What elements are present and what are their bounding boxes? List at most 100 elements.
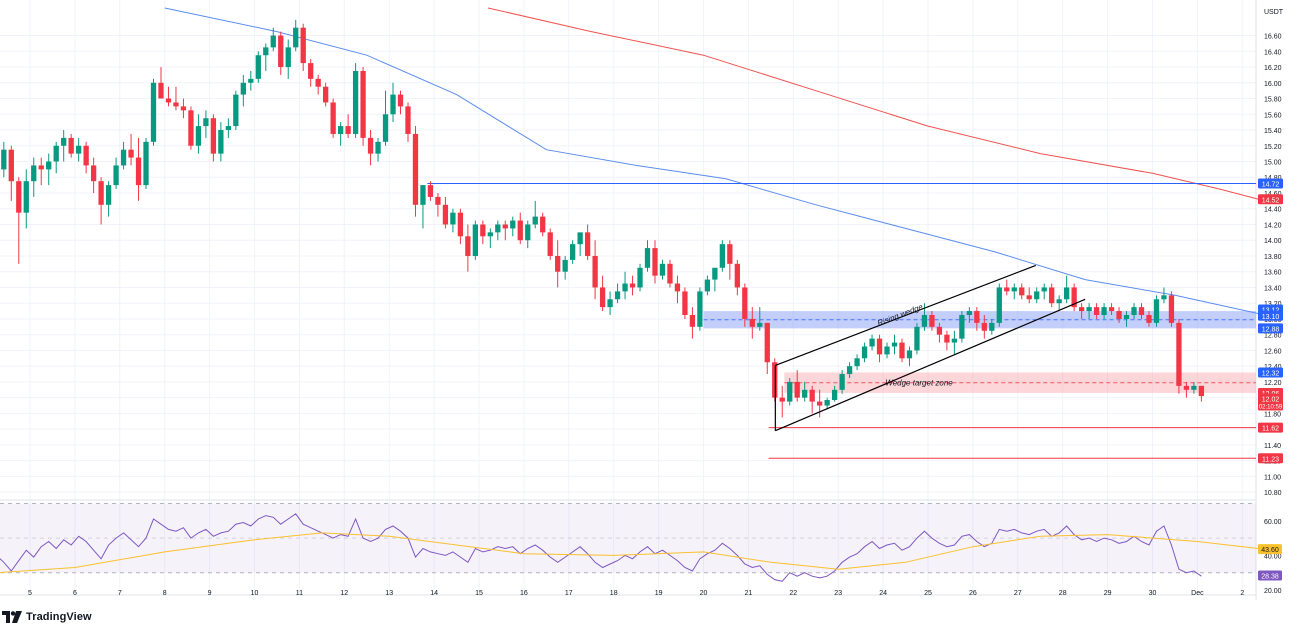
- price-axis-tick: 12.60: [1264, 348, 1282, 355]
- candle: [607, 291, 613, 316]
- candle: [959, 311, 965, 343]
- candle-body: [435, 196, 441, 205]
- candle-body: [68, 137, 74, 154]
- candle-body: [1041, 287, 1047, 292]
- rsi-value-tag: 43.60: [1258, 544, 1282, 555]
- candle: [218, 122, 224, 162]
- candle-body: [1108, 307, 1115, 312]
- candle: [1064, 275, 1070, 304]
- candle: [61, 130, 67, 162]
- candle: [352, 63, 359, 138]
- price-axis-tick: 11.00: [1264, 474, 1281, 481]
- candle-body: [105, 185, 112, 205]
- candle-body: [61, 137, 67, 146]
- candle: [1093, 303, 1100, 319]
- candle: [1108, 303, 1115, 316]
- time-axis-tick: 26: [969, 590, 977, 597]
- candle-body: [150, 82, 157, 142]
- candle-body: [225, 126, 231, 131]
- candle: [1116, 307, 1122, 323]
- candle: [981, 315, 987, 339]
- candle: [53, 141, 59, 174]
- price-tag-bg: [1258, 310, 1283, 321]
- price-tag-14.72: 14.72: [1258, 178, 1283, 189]
- rsi-value-tag-bg: [1258, 570, 1282, 581]
- candle-body: [218, 130, 224, 154]
- candle-body: [352, 70, 359, 134]
- candle: [31, 157, 37, 197]
- candle: [592, 240, 598, 300]
- candle: [442, 196, 449, 229]
- candle-body: [802, 389, 808, 398]
- candle-body: [46, 161, 52, 170]
- price-tag-bg: [1258, 323, 1283, 334]
- candle: [540, 212, 546, 237]
- candle-body: [727, 244, 733, 264]
- candle: [1146, 311, 1152, 327]
- candle-body: [472, 224, 478, 256]
- candle-body: [891, 342, 898, 347]
- candle-body: [285, 47, 291, 68]
- candle-body: [540, 216, 546, 233]
- candle-body: [629, 283, 636, 288]
- candle-body: [682, 291, 688, 316]
- tradingview-logo[interactable]: TradingView: [2, 609, 92, 625]
- price-axis-tick: 14.20: [1264, 222, 1282, 229]
- candle-body: [599, 287, 606, 308]
- wedge-upper-line: [775, 264, 1036, 366]
- candle: [68, 133, 74, 158]
- candle-body: [981, 322, 987, 331]
- candle-body: [173, 102, 179, 107]
- candle-body: [607, 299, 613, 308]
- candle-body: [936, 326, 943, 335]
- candles-layer[interactable]: [0, 19, 1205, 418]
- candle: [480, 220, 486, 245]
- candle: [577, 232, 583, 256]
- time-axis-tick: 10: [251, 590, 259, 597]
- candle: [427, 181, 434, 201]
- candle-body: [974, 311, 980, 323]
- candle: [562, 255, 568, 280]
- price-tag-text: 12.88: [1262, 326, 1280, 333]
- candle: [457, 208, 464, 245]
- candle-body: [652, 248, 658, 276]
- candle-body: [337, 126, 344, 134]
- rsi-pane[interactable]: 60.00 40.00 20.00 43.60 28.38: [0, 502, 1282, 595]
- candle: [570, 240, 576, 264]
- time-axis-tick: 25: [924, 590, 932, 597]
- candle: [876, 334, 883, 363]
- candle: [397, 90, 404, 115]
- moving-average-red: [487, 7, 1265, 202]
- candle-body: [1026, 295, 1032, 300]
- time-axis-tick: 18: [610, 590, 618, 597]
- candle-body: [135, 157, 142, 186]
- candle: [300, 23, 306, 71]
- time-axis-tick: 9: [208, 590, 212, 597]
- candle: [188, 106, 194, 150]
- candle: [98, 177, 104, 225]
- time-axis[interactable]: 5 6 7 8 9 10 11 12 13 14 15 16 17 18 19 20 21 22 23 24 25 26 2…: [28, 590, 1244, 597]
- candle: [128, 133, 134, 166]
- price-tag-text: 11.62: [1262, 426, 1279, 433]
- rsi-value-tag-text: 43.60: [1261, 547, 1279, 554]
- candle: [412, 126, 419, 217]
- candle: [180, 98, 187, 119]
- time-axis-tick: 2: [1240, 590, 1244, 597]
- candle: [173, 86, 179, 111]
- candle-body: [1049, 287, 1055, 304]
- candle: [120, 141, 127, 170]
- time-axis-tick: 23: [834, 590, 842, 597]
- candle-body: [787, 381, 793, 402]
- candle-body: [255, 55, 261, 79]
- candle-body: [921, 315, 928, 327]
- candle: [46, 153, 52, 186]
- price-countdown: 02:10:59: [1259, 404, 1283, 410]
- candle: [487, 228, 493, 249]
- candle-body: [487, 232, 493, 237]
- time-axis-tick: 19: [655, 590, 663, 597]
- candle-body: [674, 283, 681, 292]
- candle-body: [248, 78, 254, 83]
- candle: [787, 377, 793, 406]
- candle-body: [1071, 287, 1077, 308]
